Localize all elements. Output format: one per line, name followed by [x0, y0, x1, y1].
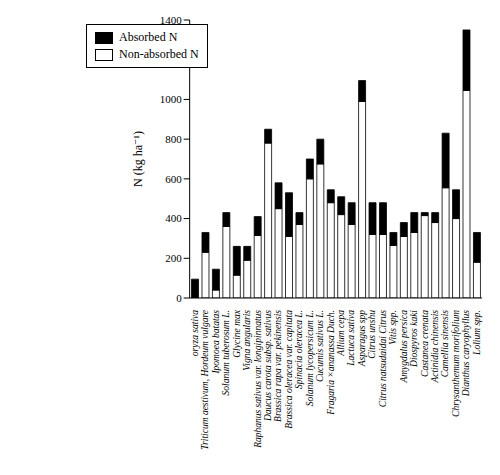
svg-text:Dianthus caryophyllus: Dianthus caryophyllus — [461, 310, 471, 398]
svg-text:Triticum aestivum, Hordeum vul: Triticum aestivum, Hordeum vulgare — [200, 310, 210, 450]
svg-text:Citrus unshu: Citrus unshu — [367, 310, 377, 359]
svg-text:Castanea crenata: Castanea crenata — [420, 310, 430, 377]
svg-text:Lolium spp.: Lolium spp. — [472, 310, 482, 356]
svg-text:0: 0 — [176, 292, 182, 304]
svg-text:1200: 1200 — [160, 54, 183, 66]
svg-text:Diospyros kaki: Diospyros kaki — [409, 310, 419, 368]
svg-text:Glycine max: Glycine max — [232, 309, 242, 358]
svg-text:Chrysanthemum morifolium: Chrysanthemum morifolium — [451, 310, 461, 417]
svg-text:Allium cepa: Allium cepa — [336, 310, 346, 357]
svg-text:Fragaria ×ananassa Duch.: Fragaria ×ananassa Duch. — [326, 310, 336, 416]
svg-text:Daucus carota subsp. sativus: Daucus carota subsp. sativus — [263, 310, 273, 422]
svg-text:200: 200 — [165, 252, 182, 264]
svg-text:Amygdalus persica: Amygdalus persica — [399, 310, 409, 384]
svg-text:Brassica rapa var. pekinensis: Brassica rapa var. pekinensis — [273, 310, 283, 422]
svg-text:400: 400 — [165, 212, 182, 224]
svg-text:N (kg ha⁻¹): N (kg ha⁻¹) — [131, 131, 145, 187]
svg-text:Solanum tuberosum L.: Solanum tuberosum L. — [221, 310, 231, 395]
svg-text:Asparagus spp: Asparagus spp — [357, 310, 367, 367]
svg-text:Cucumis sativus L.: Cucumis sativus L. — [315, 310, 325, 382]
svg-text:1400: 1400 — [160, 14, 183, 26]
svg-text:Ipomoea batatas: Ipomoea batatas — [211, 310, 221, 375]
svg-text:Spinacia oleracea L.: Spinacia oleracea L. — [294, 310, 304, 389]
svg-text:600: 600 — [165, 173, 182, 185]
svg-text:Vigna angularis: Vigna angularis — [242, 310, 252, 371]
svg-text:Citrus natsudaidai Citrus: Citrus natsudaidai Citrus — [378, 310, 388, 407]
svg-text:Raphanus sativus var. longipin: Raphanus sativus var. longipinnatus — [253, 310, 263, 449]
svg-text:1000: 1000 — [160, 93, 183, 105]
svg-text:oryza sativa: oryza sativa — [190, 310, 200, 356]
svg-text:Brassica oleracea var. capitat: Brassica oleracea var. capitata — [284, 310, 294, 429]
svg-text:800: 800 — [165, 133, 182, 145]
svg-text:Lactuca sativa: Lactuca sativa — [346, 310, 356, 367]
svg-text:Vitis spp.: Vitis spp. — [388, 310, 398, 345]
svg-text:Camellia sinensis: Camellia sinensis — [440, 310, 450, 378]
svg-text:Actinidia chinensis: Actinidia chinensis — [430, 310, 440, 384]
svg-text:Solanum lycopersicum L.: Solanum lycopersicum L. — [305, 310, 315, 406]
